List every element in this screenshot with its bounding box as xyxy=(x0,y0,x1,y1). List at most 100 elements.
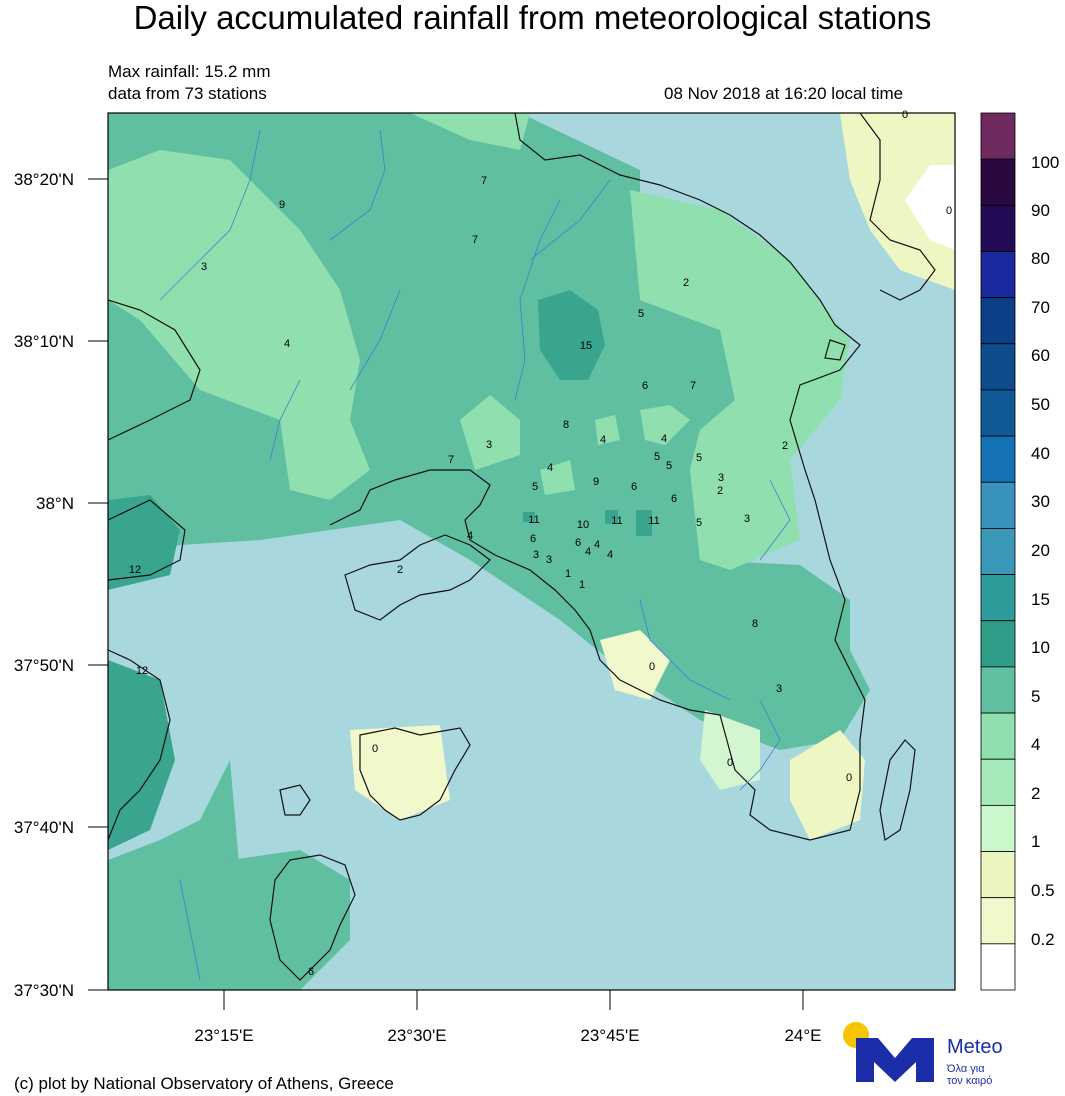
timestamp-text: 08 Nov 2018 at 16:20 local time xyxy=(664,84,904,103)
station-value: 2 xyxy=(683,277,689,289)
rivers xyxy=(159,129,791,981)
station-value: 6 xyxy=(671,493,677,505)
station-value: 4 xyxy=(547,462,553,474)
colorbar-box xyxy=(980,528,1016,575)
station-value: 6 xyxy=(575,537,581,549)
station-value: 5 xyxy=(532,481,538,493)
colorbar-box xyxy=(980,758,1016,806)
station-value: 4 xyxy=(600,434,606,446)
station-value: 4 xyxy=(594,539,600,551)
coastlines xyxy=(108,113,936,981)
lon-label: 23°45'E xyxy=(580,1026,639,1045)
station-value: 9 xyxy=(279,199,285,211)
meteo-tagline-line: τον καιρό xyxy=(947,1075,993,1087)
station-value: 3 xyxy=(718,472,724,484)
station-value: 0 xyxy=(902,109,908,121)
station-value: 11 xyxy=(611,515,622,527)
station-value: 3 xyxy=(776,683,782,695)
colorbar-label: 10 xyxy=(1031,638,1050,657)
station-value: 5 xyxy=(696,517,702,529)
station-value: 3 xyxy=(744,513,750,525)
station-value: 3 xyxy=(533,549,539,561)
meteo-tagline-line: Όλα για xyxy=(947,1063,985,1075)
colorbar-box xyxy=(980,297,1016,345)
max-rainfall-text: Max rainfall: 15.2 mm xyxy=(108,62,271,81)
lon-label: 23°30'E xyxy=(387,1026,446,1045)
station-count-text: data from 73 stations xyxy=(108,84,267,103)
station-value: 3 xyxy=(201,261,207,273)
station-value: 7 xyxy=(448,454,454,466)
station-value: 5 xyxy=(666,460,672,472)
colorbar-box xyxy=(980,112,1016,160)
colorbar xyxy=(980,112,1016,991)
station-value: 4 xyxy=(661,433,667,445)
axis-ticks xyxy=(88,178,804,1010)
station-value: 4 xyxy=(284,338,290,350)
copyright-footer: (c) plot by National Observatory of Athe… xyxy=(14,1074,394,1093)
station-value: 7 xyxy=(481,175,487,187)
station-value: 3 xyxy=(546,554,552,566)
station-value: 8 xyxy=(752,618,758,630)
colorbar-box xyxy=(980,481,1016,529)
lat-label: 38°10'N xyxy=(14,332,74,351)
colorbar-box xyxy=(980,204,1016,252)
station-value: 5 xyxy=(696,452,702,464)
colorbar-label: 1 xyxy=(1031,832,1041,851)
station-value: 2 xyxy=(782,440,788,452)
lon-label: 23°15'E xyxy=(194,1026,253,1045)
station-value: 0 xyxy=(846,772,852,784)
lat-label: 37°40'N xyxy=(14,818,74,837)
station-value: 8 xyxy=(563,419,569,431)
station-value: 6 xyxy=(308,966,314,978)
colorbar-label: 0.2 xyxy=(1031,930,1055,949)
meteo-m-icon xyxy=(856,1038,934,1082)
station-value: 6 xyxy=(642,380,648,392)
station-value: 4 xyxy=(467,530,473,542)
station-value: 1 xyxy=(565,568,571,580)
meteo-logo xyxy=(843,1022,934,1082)
colorbar-box xyxy=(980,389,1016,437)
station-value: 5 xyxy=(654,451,660,463)
colorbar-label: 20 xyxy=(1031,541,1050,560)
station-value: 12 xyxy=(136,665,148,677)
station-values: 7 9 7 3 4 2 5 15 6 7 8 4 4 3 7 4 5 5 5 2… xyxy=(129,109,952,978)
colorbar-label: 0.5 xyxy=(1031,881,1055,900)
colorbar-label: 50 xyxy=(1031,395,1050,414)
lat-label: 37°50'N xyxy=(14,656,74,675)
station-value: 10 xyxy=(577,519,589,531)
colorbar-box xyxy=(980,158,1016,206)
colorbar-label: 2 xyxy=(1031,784,1041,803)
colorbar-box xyxy=(980,712,1016,760)
station-value: 4 xyxy=(585,546,591,558)
meteo-logo-word: Meteo xyxy=(947,1036,1003,1058)
colorbar-box xyxy=(980,666,1016,714)
station-value: 0 xyxy=(946,205,952,217)
graticule-labels: 38°20'N 38°10'N 38°N 37°50'N 37°40'N 37°… xyxy=(14,170,822,1045)
colorbar-box xyxy=(980,851,1016,899)
map-frame xyxy=(107,112,956,991)
station-value: 2 xyxy=(717,485,723,497)
colorbar-box xyxy=(980,620,1016,668)
colorbar-label: 100 xyxy=(1031,153,1060,172)
station-value: 15 xyxy=(580,340,592,352)
station-value: 6 xyxy=(631,481,637,493)
station-value: 1 xyxy=(579,579,585,591)
colorbar-box xyxy=(980,343,1016,391)
colorbar-label: 40 xyxy=(1031,444,1050,463)
station-value: 11 xyxy=(528,514,539,526)
colorbar-box xyxy=(980,251,1016,299)
colorbar-label: 5 xyxy=(1031,687,1041,706)
station-value: 0 xyxy=(372,743,378,755)
station-value: 7 xyxy=(690,380,696,392)
colorbar-label: 15 xyxy=(1031,590,1050,609)
colorbar-label: 4 xyxy=(1031,735,1041,754)
station-value: 11 xyxy=(648,515,659,527)
rainfall-zones xyxy=(108,113,955,990)
colorbar-label: 80 xyxy=(1031,249,1050,268)
station-value: 7 xyxy=(472,234,478,246)
colorbar-label: 60 xyxy=(1031,346,1050,365)
colorbar-box xyxy=(980,435,1016,483)
colorbar-label: 70 xyxy=(1031,298,1050,317)
colorbar-box xyxy=(980,943,1016,991)
